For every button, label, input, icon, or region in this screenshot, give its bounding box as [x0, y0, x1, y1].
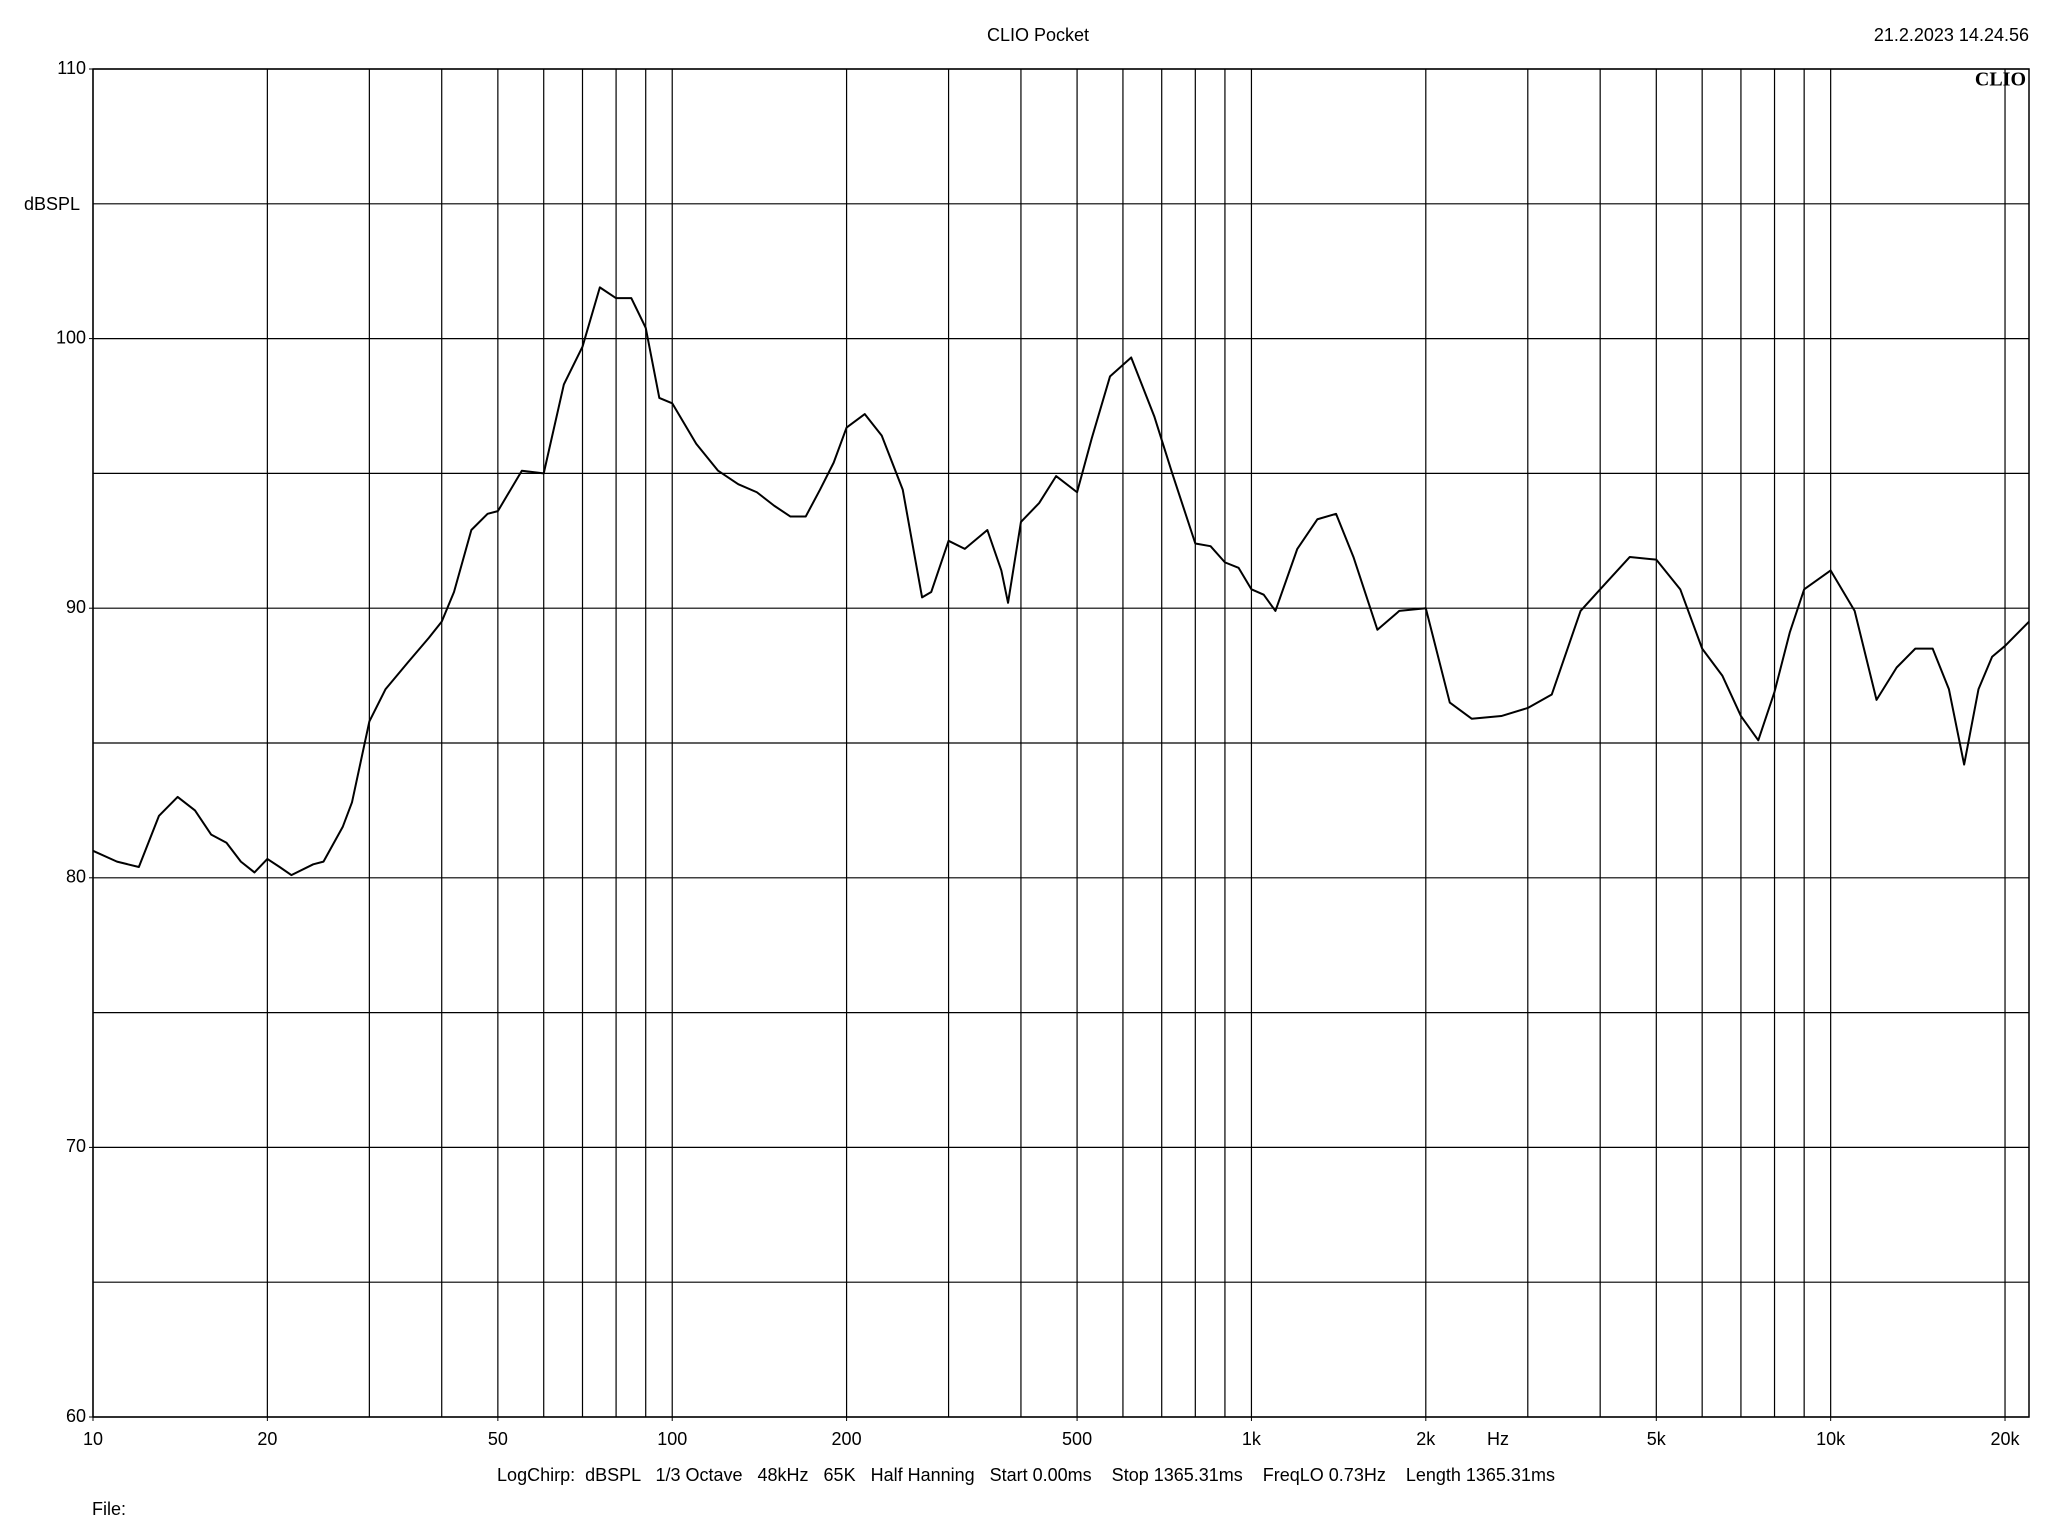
- x-tick-label: 20: [257, 1429, 277, 1449]
- y-tick-label: 100: [56, 327, 86, 347]
- y-tick-label: 90: [66, 597, 86, 617]
- response-curve: [92, 286, 2030, 877]
- x-tick-label: 200: [832, 1429, 862, 1449]
- y-tick-label: 110: [57, 58, 86, 78]
- x-tick-label: 5k: [1647, 1429, 1667, 1449]
- timestamp: 21.2.2023 14.24.56: [1874, 25, 2029, 45]
- plot-frame: [92, 68, 2030, 1418]
- y-tick-label: 80: [66, 867, 86, 887]
- x-axis-label: Hz: [1487, 1429, 1509, 1449]
- x-tick-label: 500: [1062, 1429, 1092, 1449]
- x-tick-label: 50: [488, 1429, 508, 1449]
- x-tick-label: 10: [83, 1429, 103, 1449]
- footer: LogChirp: dBSPL 1/3 Octave 48kHz 65K Hal…: [497, 1465, 1555, 1485]
- x-tick-label: 10k: [1816, 1429, 1846, 1449]
- x-tick-label: 100: [657, 1429, 687, 1449]
- y-tick-label: 60: [66, 1406, 86, 1426]
- chart-title: CLIO Pocket: [987, 25, 1089, 45]
- x-tick-label: 2k: [1416, 1429, 1436, 1449]
- y-tick-label: 70: [66, 1136, 86, 1156]
- x-tick-label: 1k: [1242, 1429, 1262, 1449]
- file-label: File:: [92, 1499, 126, 1519]
- logo: CLIO: [1975, 69, 2026, 91]
- y-axis-label: dBSPL: [24, 194, 80, 214]
- x-tick-label: 20k: [1991, 1429, 2021, 1449]
